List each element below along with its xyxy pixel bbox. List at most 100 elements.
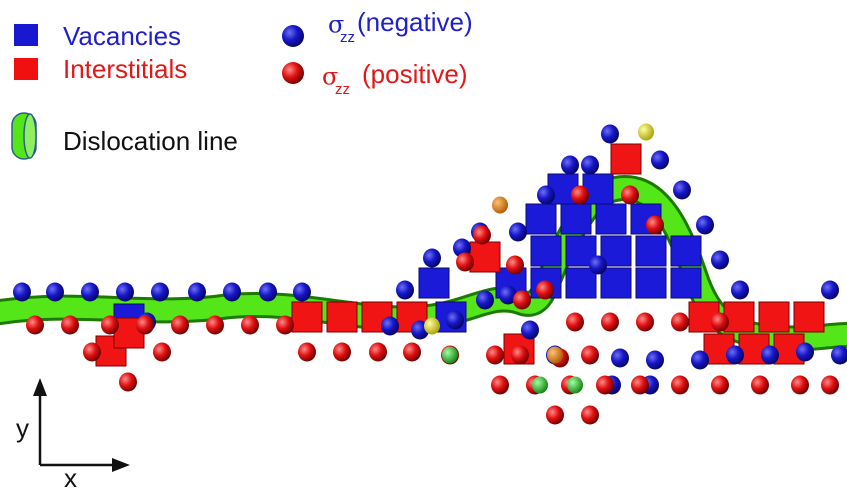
negative-stress-atom bbox=[381, 317, 399, 336]
vacancy bbox=[531, 236, 561, 266]
positive-stress-atom bbox=[369, 343, 387, 362]
vacancy-icon bbox=[14, 24, 38, 46]
negative-stress-atom bbox=[696, 216, 714, 235]
interstitial bbox=[759, 302, 789, 332]
vacancy bbox=[636, 236, 666, 266]
axis-label: x bbox=[64, 463, 77, 493]
negative-stress-atom bbox=[446, 311, 464, 330]
positive-stress-atom bbox=[546, 406, 564, 425]
negative-stress-atom bbox=[259, 283, 277, 302]
negative-stress-atom bbox=[537, 186, 555, 205]
vacancy bbox=[671, 236, 701, 266]
negative-stress-atom bbox=[611, 349, 629, 368]
scene: Vacancies Interstitials σ zz (negative) … bbox=[0, 0, 847, 494]
atom bbox=[492, 197, 508, 214]
vacancy bbox=[636, 268, 666, 298]
negative-stress-atom bbox=[601, 125, 619, 144]
positive-stress-atom bbox=[119, 373, 137, 392]
negative-stress-atom bbox=[293, 283, 311, 302]
positive-stress-atom bbox=[821, 376, 839, 395]
negative-stress-atom bbox=[651, 151, 669, 170]
positive-stress-atom bbox=[581, 346, 599, 365]
negative-stress-atom bbox=[81, 283, 99, 302]
vacancy bbox=[561, 204, 591, 234]
positive-stress-atom bbox=[83, 343, 101, 362]
atom bbox=[638, 124, 654, 141]
positive-stress-atom bbox=[536, 281, 554, 300]
atom bbox=[532, 377, 548, 394]
positive-stress-atom bbox=[513, 291, 531, 310]
legend-label: Interstitials bbox=[63, 54, 187, 84]
negative-stress-atom bbox=[396, 281, 414, 300]
dislocation-icon bbox=[12, 113, 36, 159]
interstitial bbox=[292, 302, 322, 332]
interstitial bbox=[470, 242, 500, 272]
negative-stress-atom bbox=[476, 291, 494, 310]
positive-stress-atom bbox=[276, 316, 294, 335]
positive-stress-atom bbox=[206, 316, 224, 335]
positive-stress-atom bbox=[671, 376, 689, 395]
positive-stress-atom bbox=[711, 313, 729, 332]
positive-stress-atom bbox=[506, 256, 524, 275]
positive-stress-atom bbox=[751, 376, 769, 395]
negative-stress-atom bbox=[223, 283, 241, 302]
interstitial bbox=[794, 302, 824, 332]
legend-label: (positive) bbox=[362, 59, 467, 89]
positive-stress-atom bbox=[581, 406, 599, 425]
negative-stress-atom bbox=[821, 281, 839, 300]
negative-stress-atom bbox=[151, 283, 169, 302]
legend-label: (negative) bbox=[357, 7, 473, 37]
positive-stress-atom bbox=[791, 376, 809, 395]
positive-stress-atom bbox=[621, 186, 639, 205]
positive-stress-atom bbox=[566, 313, 584, 332]
negative-stress-atom bbox=[46, 283, 64, 302]
positive-icon bbox=[282, 62, 304, 84]
legend-label: Dislocation line bbox=[63, 126, 238, 156]
atom bbox=[547, 347, 563, 364]
positive-stress-atom bbox=[26, 316, 44, 335]
positive-stress-atom bbox=[671, 313, 689, 332]
negative-stress-atom bbox=[646, 351, 664, 370]
negative-stress-atom bbox=[13, 283, 31, 302]
positive-stress-atom bbox=[153, 343, 171, 362]
positive-stress-atom bbox=[101, 316, 119, 335]
negative-stress-atom bbox=[589, 256, 607, 275]
positive-stress-atom bbox=[486, 346, 504, 365]
negative-stress-atom bbox=[116, 283, 134, 302]
positive-stress-atom bbox=[491, 376, 509, 395]
positive-stress-atom bbox=[631, 376, 649, 395]
positive-stress-atom bbox=[298, 343, 316, 362]
positive-stress-atom bbox=[456, 253, 474, 272]
legend-subscript: zz bbox=[335, 81, 350, 98]
vacancy bbox=[596, 204, 626, 234]
negative-stress-atom bbox=[561, 156, 579, 175]
positive-stress-atom bbox=[241, 316, 259, 335]
atoms bbox=[13, 124, 847, 425]
negative-stress-atom bbox=[581, 156, 599, 175]
interstitial bbox=[724, 302, 754, 332]
positive-stress-atom bbox=[473, 226, 491, 245]
positive-stress-atom bbox=[636, 313, 654, 332]
negative-stress-atom bbox=[731, 281, 749, 300]
negative-stress-atom bbox=[509, 223, 527, 242]
atom bbox=[442, 347, 458, 364]
negative-stress-atom bbox=[761, 346, 779, 365]
vacancy bbox=[601, 268, 631, 298]
positive-stress-atom bbox=[61, 316, 79, 335]
negative-stress-atom bbox=[521, 321, 539, 340]
positive-stress-atom bbox=[596, 376, 614, 395]
positive-stress-atom bbox=[711, 376, 729, 395]
negative-stress-atom bbox=[691, 351, 709, 370]
vacancy bbox=[419, 268, 449, 298]
positive-stress-atom bbox=[646, 216, 664, 235]
axis-label: y bbox=[16, 413, 29, 443]
negative-stress-atom bbox=[188, 283, 206, 302]
vacancy bbox=[526, 204, 556, 234]
positive-stress-atom bbox=[333, 343, 351, 362]
negative-stress-atom bbox=[423, 249, 441, 268]
positive-stress-atom bbox=[171, 316, 189, 335]
atom bbox=[424, 318, 440, 335]
axes-icon bbox=[33, 378, 130, 472]
negative-stress-atom bbox=[673, 181, 691, 200]
vacancy bbox=[566, 268, 596, 298]
